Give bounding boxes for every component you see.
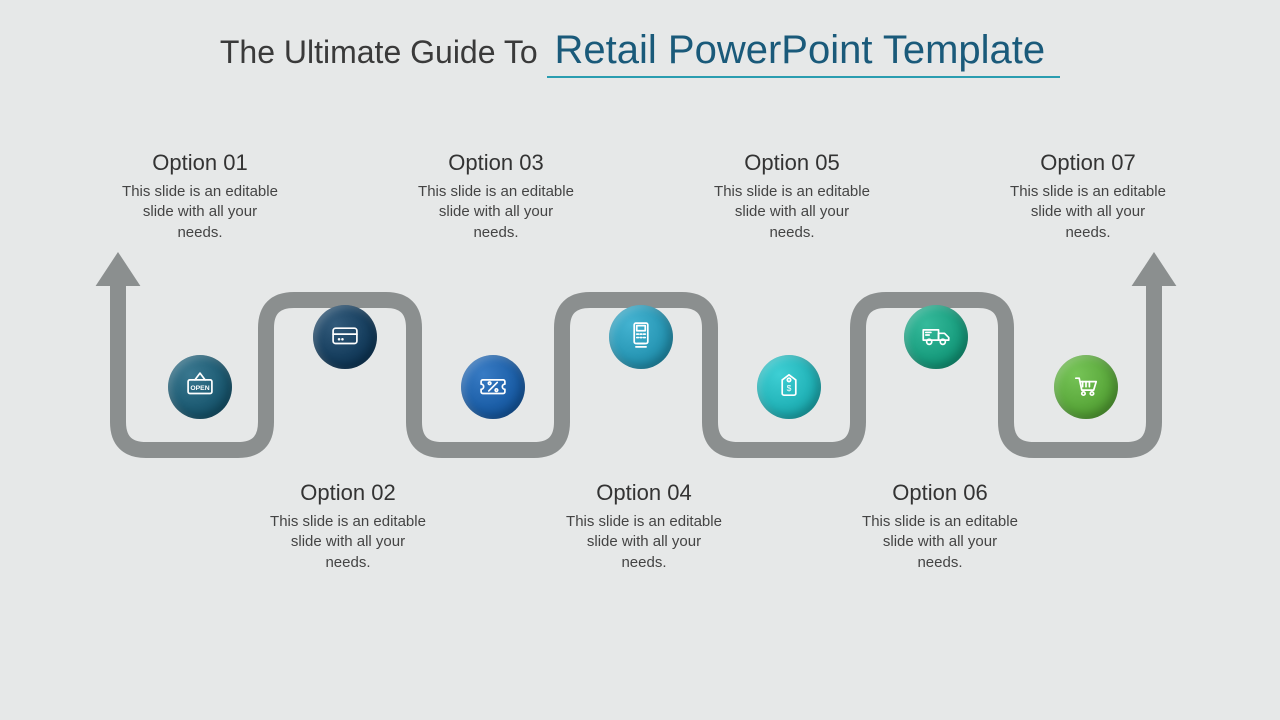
svg-text:OPEN: OPEN: [190, 385, 209, 392]
option-circle-01: OPEN: [168, 355, 232, 419]
title-prefix: The Ultimate Guide To: [220, 34, 547, 70]
svg-text:$: $: [787, 382, 792, 392]
option-05: Option 05 This slide is an editable slide…: [712, 150, 872, 243]
option-03: Option 03 This slide is an editable slide…: [416, 150, 576, 243]
option-desc-03: This slide is an editable slide with all…: [416, 182, 576, 243]
option-desc-06: This slide is an editable slide with all…: [860, 512, 1020, 573]
option-circle-04: [609, 305, 673, 369]
option-04: Option 04 This slide is an editable slide…: [564, 480, 724, 573]
option-07: Option 07 This slide is an editable slide…: [1008, 150, 1168, 243]
option-desc-04: This slide is an editable slide with all…: [564, 512, 724, 573]
option-circle-02: [313, 305, 377, 369]
option-title-07: Option 07: [1008, 150, 1168, 176]
option-circle-05: $: [757, 355, 821, 419]
option-desc-05: This slide is an editable slide with all…: [712, 182, 872, 243]
option-desc-01: This slide is an editable slide with all…: [120, 182, 280, 243]
option-06: Option 06 This slide is an editable slide…: [860, 480, 1020, 573]
option-title-03: Option 03: [416, 150, 576, 176]
coupon-icon: [476, 368, 510, 407]
option-01: Option 01 This slide is an editable slide…: [120, 150, 280, 243]
pos-icon: [624, 318, 658, 357]
option-circle-06: [904, 305, 968, 369]
option-circle-03: [461, 355, 525, 419]
process-diagram: Option 01 This slide is an editable slide…: [0, 150, 1280, 650]
option-desc-07: This slide is an editable slide with all…: [1008, 182, 1168, 243]
open-icon: OPEN: [183, 368, 217, 407]
cart-icon: [1069, 368, 1103, 407]
option-title-02: Option 02: [268, 480, 428, 506]
tag-icon: $: [772, 368, 806, 407]
card-icon: [328, 318, 362, 357]
option-circle-07: [1054, 355, 1118, 419]
truck-icon: [919, 318, 953, 357]
option-title-06: Option 06: [860, 480, 1020, 506]
option-02: Option 02 This slide is an editable slide…: [268, 480, 428, 573]
option-desc-02: This slide is an editable slide with all…: [268, 512, 428, 573]
slide-title: The Ultimate Guide To Retail PowerPoint …: [0, 28, 1280, 78]
option-title-04: Option 04: [564, 480, 724, 506]
option-title-05: Option 05: [712, 150, 872, 176]
option-title-01: Option 01: [120, 150, 280, 176]
title-main: Retail PowerPoint Template: [547, 28, 1061, 78]
